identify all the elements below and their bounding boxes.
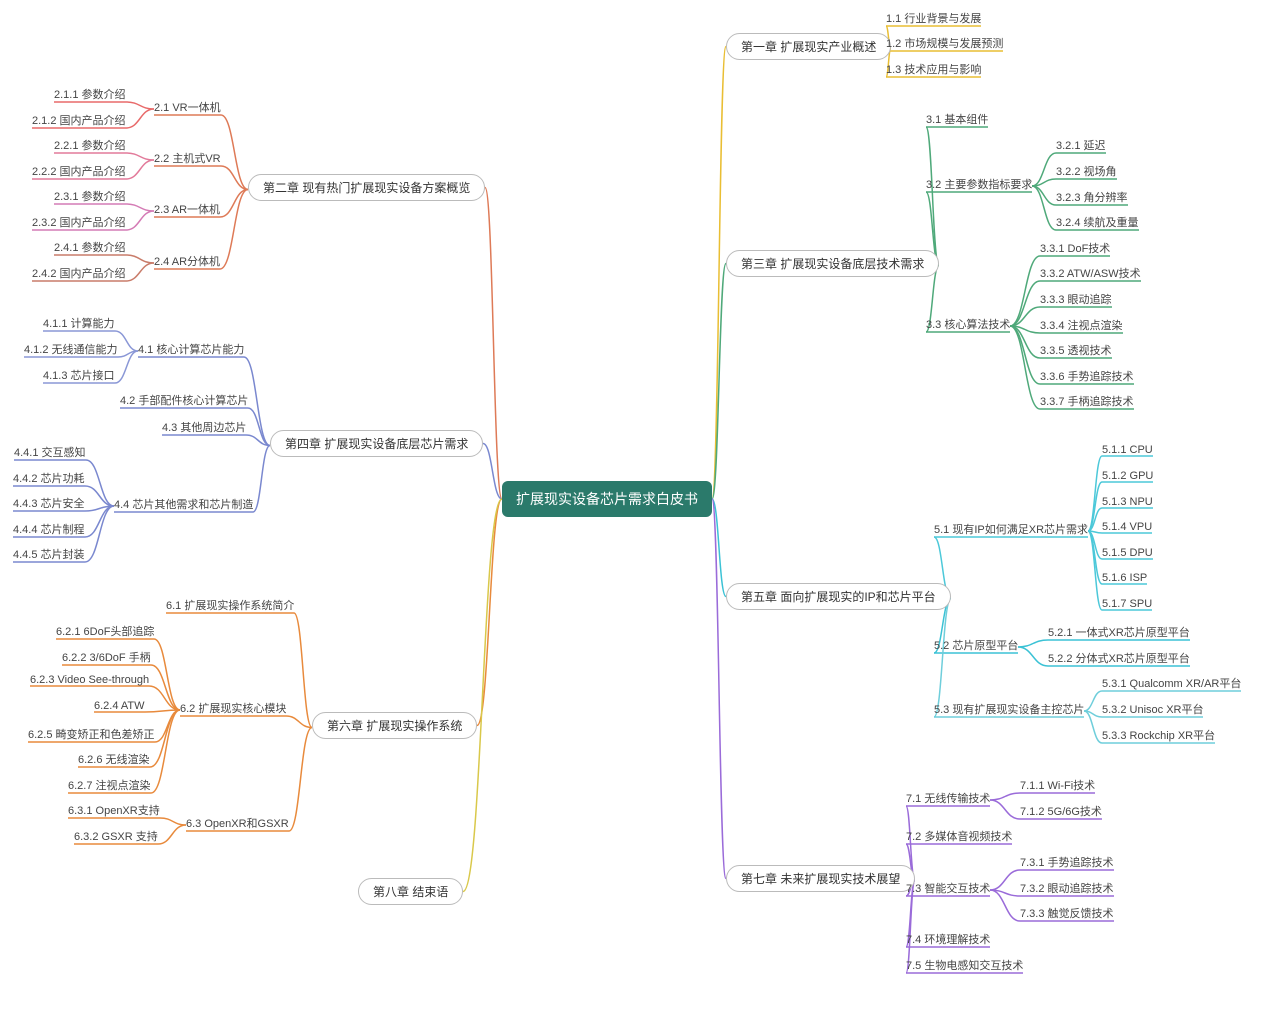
leaf-node: 4.4.5 芯片封装 bbox=[13, 546, 85, 562]
subnode: 2.2 主机式VR bbox=[154, 150, 221, 166]
leaf-node: 2.2.2 国内产品介绍 bbox=[32, 163, 126, 179]
leaf-node: 4.1.3 芯片接口 bbox=[43, 367, 115, 383]
subnode: 4.3 其他周边芯片 bbox=[162, 419, 246, 435]
leaf-node: 3.3.1 DoF技术 bbox=[1040, 240, 1110, 256]
leaf-node: 3.3.3 眼动追踪 bbox=[1040, 291, 1112, 307]
leaf-node: 6.3.1 OpenXR支持 bbox=[68, 802, 160, 818]
branch-ch2: 第二章 现有热门扩展现实设备方案概览 bbox=[248, 174, 485, 201]
leaf-node: 7.3.2 眼动追踪技术 bbox=[1020, 880, 1114, 896]
subnode: 7.2 多媒体音视频技术 bbox=[906, 828, 1012, 844]
leaf-node: 3.3.4 注视点渲染 bbox=[1040, 317, 1123, 333]
subnode: 6.3 OpenXR和GSXR bbox=[186, 815, 289, 831]
leaf-node: 2.1.1 参数介绍 bbox=[54, 86, 126, 102]
leaf-node: 4.4.2 芯片功耗 bbox=[13, 470, 85, 486]
subnode: 7.1 无线传输技术 bbox=[906, 790, 990, 806]
subnode: 3.3 核心算法技术 bbox=[926, 316, 1010, 332]
subnode: 4.4 芯片其他需求和芯片制造 bbox=[114, 496, 253, 512]
leaf-node: 4.4.1 交互感知 bbox=[14, 444, 86, 460]
subnode: 5.1 现有IP如何满足XR芯片需求 bbox=[934, 521, 1088, 537]
leaf-node: 6.2.3 Video See-through bbox=[30, 674, 149, 686]
subnode: 3.1 基本组件 bbox=[926, 111, 988, 127]
subnode: 7.4 环境理解技术 bbox=[906, 931, 990, 947]
leaf-node: 4.4.3 芯片安全 bbox=[13, 495, 85, 511]
subnode: 7.5 生物电感知交互技术 bbox=[906, 957, 1023, 973]
branch-ch8: 第八章 结束语 bbox=[358, 878, 463, 905]
leaf-node: 7.1.2 5G/6G技术 bbox=[1020, 803, 1102, 819]
leaf-node: 2.2.1 参数介绍 bbox=[54, 137, 126, 153]
leaf-node: 6.2.5 畸变矫正和色差矫正 bbox=[28, 726, 155, 742]
leaf-node: 3.2.1 延迟 bbox=[1056, 137, 1106, 153]
leaf-node: 7.1.1 Wi-Fi技术 bbox=[1020, 777, 1095, 793]
subnode: 4.2 手部配件核心计算芯片 bbox=[120, 392, 248, 408]
leaf-node: 4.1.1 计算能力 bbox=[43, 315, 115, 331]
leaf-node: 5.1.3 NPU bbox=[1102, 496, 1153, 508]
subnode: 1.1 行业背景与发展 bbox=[886, 10, 981, 26]
subnode: 5.2 芯片原型平台 bbox=[934, 637, 1018, 653]
leaf-node: 7.3.3 触觉反馈技术 bbox=[1020, 905, 1114, 921]
branch-ch1: 第一章 扩展现实产业概述 bbox=[726, 33, 891, 60]
leaf-node: 5.3.3 Rockchip XR平台 bbox=[1102, 727, 1215, 743]
branch-ch5: 第五章 面向扩展现实的IP和芯片平台 bbox=[726, 583, 951, 610]
leaf-node: 4.1.2 无线通信能力 bbox=[24, 341, 118, 357]
leaf-node: 6.2.1 6DoF头部追踪 bbox=[56, 623, 154, 639]
leaf-node: 3.3.7 手柄追踪技术 bbox=[1040, 393, 1134, 409]
leaf-node: 2.3.1 参数介绍 bbox=[54, 188, 126, 204]
leaf-node: 5.2.2 分体式XR芯片原型平台 bbox=[1048, 650, 1190, 666]
leaf-node: 4.4.4 芯片制程 bbox=[13, 521, 85, 537]
subnode: 6.2 扩展现实核心模块 bbox=[180, 700, 286, 716]
branch-ch4: 第四章 扩展现实设备底层芯片需求 bbox=[270, 430, 483, 457]
leaf-node: 3.2.3 角分辨率 bbox=[1056, 189, 1128, 205]
branch-ch3: 第三章 扩展现实设备底层技术需求 bbox=[726, 250, 939, 277]
branch-ch7: 第七章 未来扩展现实技术展望 bbox=[726, 865, 915, 892]
subnode: 1.3 技术应用与影响 bbox=[886, 61, 981, 77]
leaf-node: 5.1.2 GPU bbox=[1102, 470, 1153, 482]
subnode: 2.4 AR分体机 bbox=[154, 253, 220, 269]
subnode: 6.1 扩展现实操作系统简介 bbox=[166, 597, 294, 613]
subnode: 2.1 VR一体机 bbox=[154, 99, 221, 115]
leaf-node: 2.1.2 国内产品介绍 bbox=[32, 112, 126, 128]
leaf-node: 2.3.2 国内产品介绍 bbox=[32, 214, 126, 230]
leaf-node: 3.3.6 手势追踪技术 bbox=[1040, 368, 1134, 384]
branch-ch6: 第六章 扩展现实操作系统 bbox=[312, 712, 477, 739]
leaf-node: 2.4.2 国内产品介绍 bbox=[32, 265, 126, 281]
leaf-node: 5.1.1 CPU bbox=[1102, 444, 1153, 456]
leaf-node: 5.1.7 SPU bbox=[1102, 598, 1152, 610]
leaf-node: 2.4.1 参数介绍 bbox=[54, 239, 126, 255]
leaf-node: 6.2.6 无线渲染 bbox=[78, 751, 150, 767]
subnode: 2.3 AR一体机 bbox=[154, 201, 220, 217]
leaf-node: 5.1.6 ISP bbox=[1102, 572, 1147, 584]
leaf-node: 5.1.5 DPU bbox=[1102, 547, 1153, 559]
leaf-node: 7.3.1 手势追踪技术 bbox=[1020, 854, 1114, 870]
leaf-node: 3.3.2 ATW/ASW技术 bbox=[1040, 265, 1141, 281]
subnode: 4.1 核心计算芯片能力 bbox=[138, 341, 244, 357]
subnode: 3.2 主要参数指标要求 bbox=[926, 176, 1032, 192]
leaf-node: 3.3.5 透视技术 bbox=[1040, 342, 1112, 358]
subnode: 7.3 智能交互技术 bbox=[906, 880, 990, 896]
leaf-node: 6.2.2 3/6DoF 手柄 bbox=[62, 649, 151, 665]
leaf-node: 6.2.4 ATW bbox=[94, 700, 145, 712]
leaf-node: 6.2.7 注视点渲染 bbox=[68, 777, 151, 793]
subnode: 5.3 现有扩展现实设备主控芯片 bbox=[934, 701, 1084, 717]
leaf-node: 5.3.1 Qualcomm XR/AR平台 bbox=[1102, 675, 1241, 691]
subnode: 1.2 市场规模与发展预测 bbox=[886, 35, 1003, 51]
leaf-node: 3.2.2 视场角 bbox=[1056, 163, 1117, 179]
leaf-node: 5.1.4 VPU bbox=[1102, 521, 1152, 533]
leaf-node: 5.2.1 一体式XR芯片原型平台 bbox=[1048, 624, 1190, 640]
leaf-node: 3.2.4 续航及重量 bbox=[1056, 214, 1139, 230]
leaf-node: 5.3.2 Unisoc XR平台 bbox=[1102, 701, 1203, 717]
leaf-node: 6.3.2 GSXR 支持 bbox=[74, 828, 158, 844]
root-node: 扩展现实设备芯片需求白皮书 bbox=[502, 481, 712, 517]
